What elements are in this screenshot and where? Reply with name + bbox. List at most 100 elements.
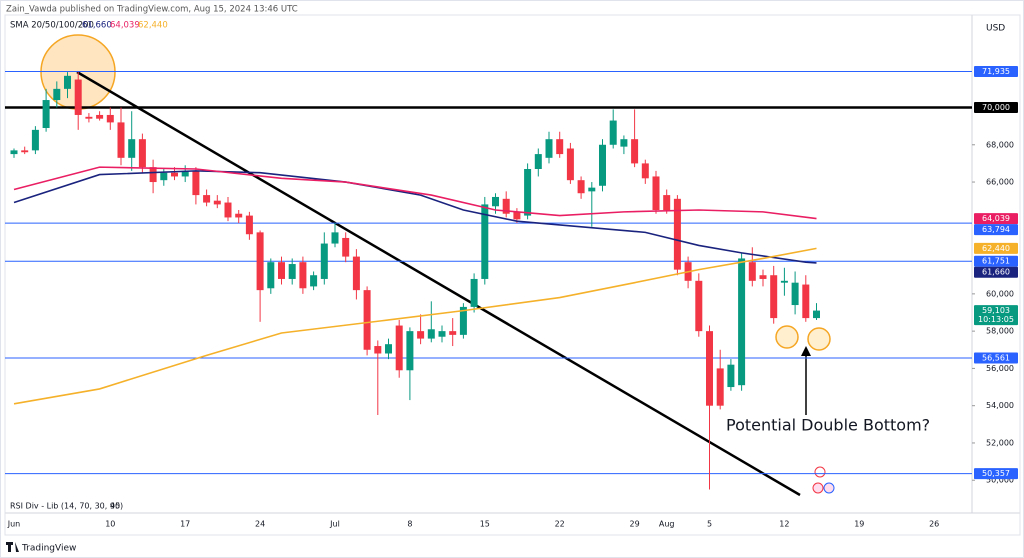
sma-line: [13, 166, 817, 220]
candle-body: [780, 280, 788, 283]
event-icon: [823, 482, 835, 494]
x-tick-label: Jun: [7, 520, 21, 529]
x-tick-label: 10: [105, 520, 115, 529]
candle-body: [160, 172, 168, 181]
annotation: Potential Double Bottom?: [726, 416, 930, 435]
candle-body: [235, 213, 243, 218]
price-label: 56,561: [982, 353, 1010, 362]
price-label: 63,794: [982, 225, 1010, 234]
candle-body: [213, 200, 221, 205]
candle-body: [427, 329, 435, 339]
subpane-value: 45: [110, 502, 120, 511]
candle-body: [181, 170, 189, 177]
price-label: 62,440: [982, 244, 1010, 253]
x-tick-label: 8: [407, 520, 412, 529]
plot-frame: [4, 14, 1021, 536]
y-tick-label: 68,000: [986, 140, 1014, 149]
y-tick-label: 54,000: [986, 401, 1014, 410]
candle-body: [534, 154, 542, 169]
x-tick-label: 19: [854, 520, 864, 529]
candle-body: [813, 310, 820, 319]
brand: TradingView: [21, 544, 76, 554]
candle-body: [492, 196, 499, 207]
candle-body: [631, 139, 639, 164]
y-tick-label: 56,000: [986, 364, 1014, 373]
candle-body: [299, 262, 307, 289]
price-label-box: [974, 255, 1018, 267]
x-tick-label: Aug: [659, 520, 675, 529]
countdown: 10:13:05: [978, 315, 1014, 324]
y-tick-label: 58,000: [986, 327, 1014, 336]
candle-body: [352, 256, 360, 291]
candle-body: [21, 150, 29, 153]
candle-body: [64, 75, 71, 89]
candle-body: [406, 331, 414, 371]
candle-body: [449, 331, 457, 335]
candle-body: [149, 167, 157, 183]
y-tick-label: 50,000: [986, 476, 1014, 485]
candle-body: [673, 198, 681, 270]
candle-body: [524, 169, 532, 216]
y-tick-label: 60,000: [986, 289, 1014, 298]
arrow-head: [801, 346, 811, 356]
price-label-box: [974, 65, 1018, 77]
indicator-label: SMA 20/50/100/200: [10, 21, 94, 31]
candle-body: [727, 364, 735, 388]
candle-body: [96, 114, 104, 119]
candle-body: [138, 139, 146, 168]
x-tick-label: 12: [779, 520, 789, 529]
price-label-box: [974, 468, 1018, 480]
candle-body: [502, 198, 510, 214]
candle-body: [641, 163, 649, 179]
price-label-box: [974, 224, 1018, 236]
candle-body: [342, 237, 350, 257]
candle-body: [663, 195, 671, 210]
y-tick-label: 66,000: [986, 178, 1014, 187]
candle-body: [556, 139, 564, 155]
candle-body: [374, 346, 382, 354]
legend-value: 64,039: [110, 21, 140, 31]
candle-body: [106, 114, 114, 123]
candle-body: [288, 264, 296, 279]
candle-body: [748, 262, 756, 281]
candle-body: [470, 278, 478, 307]
candle-body: [224, 202, 232, 218]
price-label: 71,935: [982, 67, 1010, 76]
candle-body: [417, 331, 425, 339]
candle-body: [31, 129, 39, 151]
candle-body: [203, 195, 211, 203]
candle-body: [53, 88, 61, 101]
price-label-box: [974, 213, 1018, 225]
x-tick-label: 22: [555, 520, 565, 529]
candle-body: [267, 262, 275, 289]
subpane-label: RSI Div - Lib (14, 70, 30, 90): [10, 502, 123, 511]
candle-body: [320, 243, 328, 279]
trendline: [76, 70, 801, 497]
bottom-circle: [807, 327, 831, 351]
price-label: 61,660: [982, 268, 1010, 277]
legend-value: 62,440: [138, 21, 168, 31]
bottom-circle: [775, 325, 799, 349]
price-label-box: [974, 352, 1018, 364]
x-tick-label: 29: [630, 520, 640, 529]
candle-body: [438, 331, 446, 337]
x-tick-label: Jul: [329, 520, 340, 529]
candle-body: [545, 139, 553, 158]
sma-line: [13, 247, 817, 405]
candle-body: [459, 306, 467, 335]
candle-body: [74, 79, 82, 115]
candle-body: [42, 100, 50, 128]
candle-body: [566, 148, 574, 181]
candle-body: [588, 187, 596, 192]
event-icon: [812, 482, 824, 494]
x-tick-label: 26: [929, 520, 939, 529]
candle-body: [716, 368, 724, 406]
candle-body: [128, 139, 136, 158]
candle-body: [577, 180, 585, 194]
sma-line: [13, 170, 817, 264]
candle-body: [738, 258, 746, 386]
y-tick-label: 52,000: [986, 438, 1014, 447]
header: Zain_Vawda published on TradingView.com,…: [6, 5, 298, 15]
